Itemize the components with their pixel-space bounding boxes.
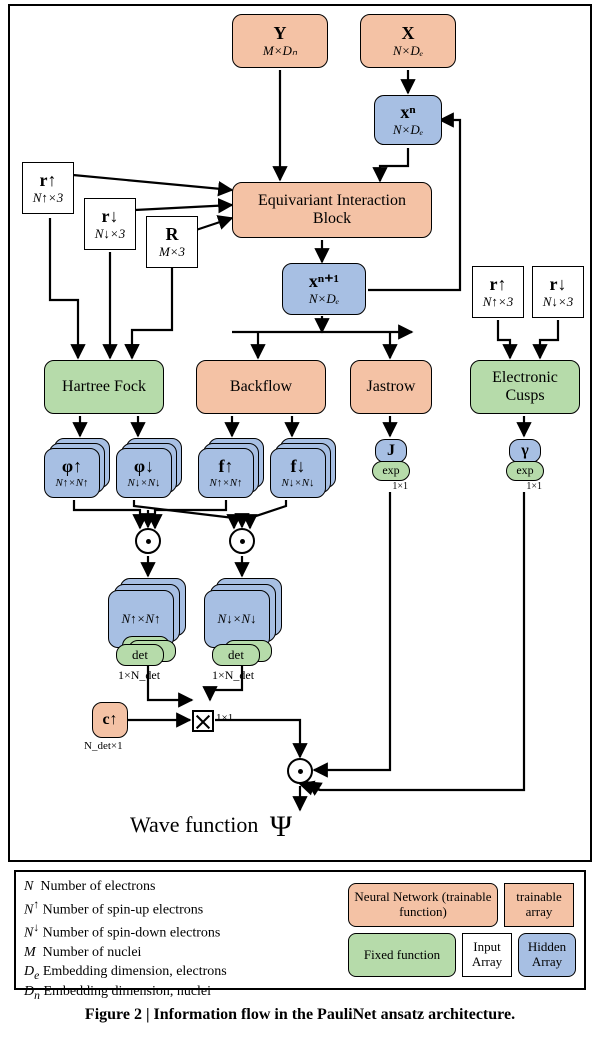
boxt-dim: 1×1 [216,712,233,724]
stack-matup: N↑×N↑ det det [108,578,192,668]
node-xnp1: xⁿ⁺¹ N×Dₑ [282,263,366,315]
fdn-dim: N↓×N↓ [281,477,314,489]
rup-title: r↑ [40,171,57,191]
xnp1-title: xⁿ⁺¹ [309,272,339,292]
swatch-nn: Neural Network (trainable function) [348,883,498,927]
J-title: J [375,439,407,463]
fdn-title: f↓ [291,457,306,477]
legend-definitions: N Number of electrons N↑ Number of spin-… [24,878,348,982]
figure-canvas: Y M×Dₙ X N×Dₑ xⁿ N×Dₑ r↑ N↑×3 r↓ N↓×3 R … [0,0,600,1041]
J-dim: 1×1 [392,481,408,492]
swatch-trainarr: trainable array [504,883,574,927]
odot-up [135,528,161,554]
figure-caption: Figure 2 | Figure 2 | Information flow i… [0,1006,600,1024]
node-xn: xⁿ N×Dₑ [374,95,442,145]
psi-symbol: Ψ [270,810,292,843]
node-rup2: r↑ N↑×3 [472,266,524,318]
matup-dim: N↑×N↑ [121,612,160,626]
gamma-exp: exp [506,461,544,481]
stack-phidn: φ↓ N↓×N↓ [116,438,182,498]
eib-title: Equivariant Interaction Block [233,192,431,227]
stack-fup: f↑ N↑×N↑ [198,438,264,498]
jastrow-title: Jastrow [367,378,416,396]
phidn-dim: N↓×N↓ [127,477,160,489]
node-c: c↑ [92,702,128,738]
Y-dim: M×Dₙ [263,44,297,58]
node-cusps: Electronic Cusps [470,360,580,414]
legend: N Number of electrons N↑ Number of spin-… [14,870,586,990]
R-dim: M×3 [159,245,185,259]
gamma-dim: 1×1 [526,481,542,492]
J-exp: exp [372,461,410,481]
wavefn-label: Wave function Ψ [130,810,292,844]
rdn-dim: N↓×3 [95,227,125,241]
rup2-title: r↑ [490,275,507,295]
phidn-title: φ↓ [134,457,154,477]
rdn-title: r↓ [102,207,119,227]
matdn-out: 1×N_det [212,668,254,683]
swatch-hidden: Hidden Array [518,933,576,977]
matdn-det: det [228,648,244,662]
node-Y: Y M×Dₙ [232,14,328,68]
node-rdn: r↓ N↓×3 [84,198,136,250]
matup-det2: det [132,648,148,662]
cusps-title: Electronic Cusps [471,369,579,404]
X-title: X [402,24,415,44]
fup-dim: N↑×N↑ [209,477,242,489]
swatch-input: Input Array [462,933,512,977]
backflow-title: Backflow [230,378,292,396]
node-X: X N×Dₑ [360,14,456,68]
rdn2-title: r↓ [550,275,567,295]
matdn-dim: N↓×N↓ [217,612,256,626]
node-rdn2: r↓ N↓×3 [532,266,584,318]
xn-dim: N×Dₑ [393,123,423,137]
xnp1-dim: N×Dₑ [309,292,339,306]
boxtimes [192,710,214,732]
rup2-dim: N↑×3 [483,295,513,309]
odot-final [287,758,313,784]
phiup-dim: N↑×N↑ [55,477,88,489]
node-jastrow: Jastrow [350,360,432,414]
c-title: c↑ [102,711,117,729]
stack-fdn: f↓ N↓×N↓ [270,438,336,498]
Y-title: Y [274,24,287,44]
stack-matdn: N↓×N↓ det [204,578,288,668]
node-R: R M×3 [146,216,198,268]
swatch-fixed: Fixed function [348,933,456,977]
node-gamma: γ exp 1×1 [508,438,542,492]
R-title: R [166,225,179,245]
odot-dn [229,528,255,554]
node-eib: Equivariant Interaction Block [232,182,432,238]
node-rup: r↑ N↑×3 [22,162,74,214]
legend-swatches: Neural Network (trainable function) trai… [348,878,576,982]
hf-title: Hartree Fock [62,378,146,396]
node-J: J exp 1×1 [374,438,408,492]
fup-title: f↑ [219,457,234,477]
stack-phiup: φ↑ N↑×N↑ [44,438,110,498]
rdn2-dim: N↓×3 [543,295,573,309]
node-backflow: Backflow [196,360,326,414]
rup-dim: N↑×3 [33,191,63,205]
node-hartree-fock: Hartree Fock [44,360,164,414]
X-dim: N×Dₑ [393,44,423,58]
phiup-title: φ↑ [62,457,82,477]
c-dim: N_det×1 [84,740,123,752]
gamma-title: γ [509,439,541,463]
matup-out: 1×N_det [118,668,160,683]
xn-title: xⁿ [400,103,415,123]
